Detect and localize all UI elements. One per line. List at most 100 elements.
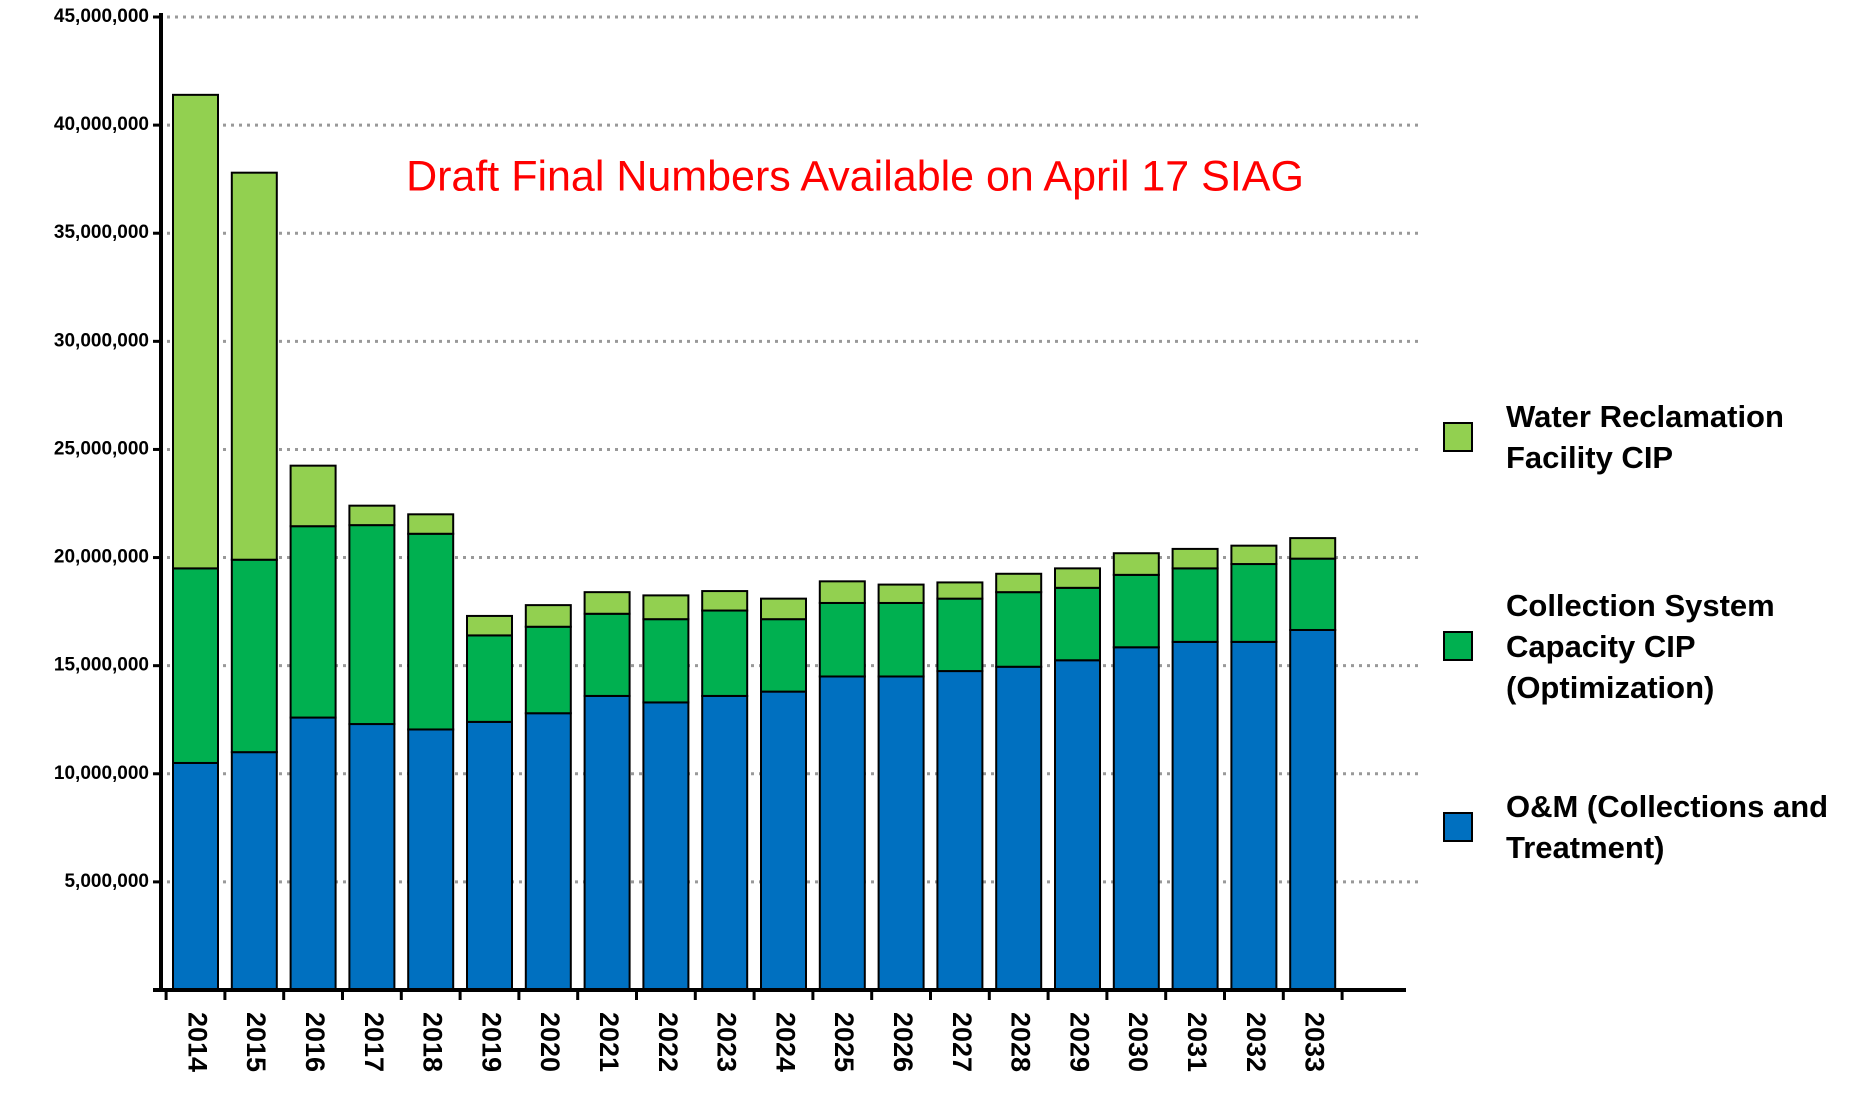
x-tick-label: 2020 bbox=[535, 1012, 565, 1072]
x-tick-label: 2022 bbox=[653, 1012, 683, 1072]
bar-segment bbox=[466, 634, 513, 723]
bar-segment bbox=[583, 591, 631, 615]
legend-item: Collection System Capacity CIP (Optimiza… bbox=[1443, 584, 1836, 708]
bar-segment bbox=[1112, 573, 1160, 649]
bar-segment bbox=[289, 716, 337, 991]
x-tick-label: 2033 bbox=[1300, 1012, 1330, 1072]
x-tick-label: 2026 bbox=[888, 1012, 918, 1072]
legend-label: Water Reclamation Facility CIP bbox=[1506, 399, 1784, 475]
bar-segment bbox=[818, 675, 866, 991]
x-tick-label: 2019 bbox=[476, 1012, 506, 1072]
bar-segment bbox=[995, 591, 1043, 668]
y-tick-label: 10,000,000 bbox=[54, 763, 149, 784]
x-tick-label: 2025 bbox=[829, 1012, 859, 1072]
bar-segment bbox=[230, 751, 278, 992]
annotation: Draft Final Numbers Available on April 1… bbox=[406, 152, 1304, 200]
x-tick-label: 2024 bbox=[770, 1012, 800, 1072]
y-tick-label: 20,000,000 bbox=[54, 547, 149, 568]
bar-segment bbox=[1054, 659, 1101, 991]
bar-segment bbox=[936, 670, 984, 991]
bar-segment bbox=[230, 171, 278, 561]
y-tick-label: 15,000,000 bbox=[54, 655, 149, 676]
bar-segment bbox=[1171, 547, 1219, 570]
bar-segment bbox=[1230, 563, 1278, 643]
bar-segment bbox=[407, 513, 455, 535]
legend-swatch bbox=[1443, 422, 1473, 452]
x-tick-label: 2021 bbox=[594, 1012, 624, 1072]
bar-segment bbox=[642, 618, 690, 704]
x-tick-label: 2018 bbox=[418, 1012, 448, 1072]
y-tick-label: 5,000,000 bbox=[64, 871, 149, 892]
legend-label: O&M (Collections and Treatment) bbox=[1506, 789, 1829, 865]
bar-segment bbox=[172, 567, 219, 764]
bar-segment bbox=[466, 720, 513, 992]
bar-segment bbox=[760, 690, 807, 991]
x-tick-label: 2029 bbox=[1064, 1012, 1094, 1072]
bar-segment bbox=[936, 597, 984, 673]
bar-segment bbox=[1171, 640, 1219, 991]
bar-segment bbox=[1112, 552, 1160, 576]
bar-segment bbox=[1054, 586, 1101, 662]
x-tick-label: 2032 bbox=[1241, 1012, 1271, 1072]
bar-segment bbox=[583, 694, 631, 992]
bar-segment bbox=[877, 583, 925, 604]
bar-segment bbox=[407, 532, 455, 731]
bar-segment bbox=[348, 723, 396, 992]
bar-segment bbox=[524, 625, 572, 715]
x-tick-label: 2028 bbox=[1006, 1012, 1036, 1072]
y-tick-label: 40,000,000 bbox=[54, 114, 149, 135]
bar-segment bbox=[407, 728, 455, 991]
x-tick-label: 2027 bbox=[947, 1012, 977, 1072]
bar-segment bbox=[289, 525, 337, 719]
x-tick-label: 2017 bbox=[359, 1012, 389, 1072]
x-tick-label: 2016 bbox=[300, 1012, 330, 1072]
bar-segment bbox=[524, 604, 572, 628]
x-tick-label: 2014 bbox=[182, 1012, 212, 1072]
legend-label: Collection System Capacity CIP (Optimiza… bbox=[1506, 587, 1775, 705]
bar-segment bbox=[1230, 544, 1278, 566]
legend-swatch bbox=[1443, 812, 1473, 842]
bar-segment bbox=[524, 712, 572, 991]
bar-segment bbox=[701, 694, 749, 992]
bar-segment bbox=[936, 581, 984, 600]
bar-segment bbox=[818, 601, 866, 678]
bar-segment bbox=[642, 701, 690, 991]
bar-segment bbox=[995, 665, 1043, 992]
bar-segment bbox=[995, 572, 1043, 594]
y-tick-label: 45,000,000 bbox=[54, 6, 149, 27]
bar-segment bbox=[348, 524, 396, 726]
bar-segment bbox=[172, 93, 219, 570]
bar-segment bbox=[1054, 567, 1101, 589]
bar-segment bbox=[289, 464, 337, 528]
bar-segment bbox=[701, 590, 749, 612]
bar-segment bbox=[760, 618, 807, 693]
y-tick-label: 25,000,000 bbox=[54, 438, 149, 459]
bar-segment bbox=[1289, 557, 1337, 631]
bar-segment bbox=[230, 558, 278, 754]
bar-segment bbox=[1112, 646, 1160, 991]
bar-segment bbox=[642, 594, 690, 621]
bar-segment bbox=[466, 614, 513, 637]
x-tick-label: 2023 bbox=[712, 1012, 742, 1072]
x-tick-label: 2015 bbox=[241, 1012, 271, 1072]
bar-segment bbox=[348, 504, 396, 527]
bar-segment bbox=[1289, 537, 1337, 560]
bar-segment bbox=[760, 597, 807, 621]
bar-segment bbox=[1289, 628, 1337, 991]
x-tick-label: 2031 bbox=[1182, 1012, 1212, 1072]
x-tick-label: 2030 bbox=[1123, 1012, 1153, 1072]
bar-segment bbox=[818, 580, 866, 604]
bar-segment bbox=[877, 675, 925, 991]
legend-swatch bbox=[1443, 631, 1473, 661]
bar-segment bbox=[1230, 640, 1278, 991]
bar-segment bbox=[877, 601, 925, 678]
bar-segment bbox=[1171, 567, 1219, 643]
bar-segment bbox=[701, 609, 749, 697]
legend-item: Water Reclamation Facility CIP bbox=[1443, 375, 1836, 499]
bar-segment bbox=[172, 761, 219, 992]
legend-item: O&M (Collections and Treatment) bbox=[1443, 765, 1864, 889]
y-tick-label: 35,000,000 bbox=[54, 222, 149, 243]
bar-segment bbox=[583, 612, 631, 697]
